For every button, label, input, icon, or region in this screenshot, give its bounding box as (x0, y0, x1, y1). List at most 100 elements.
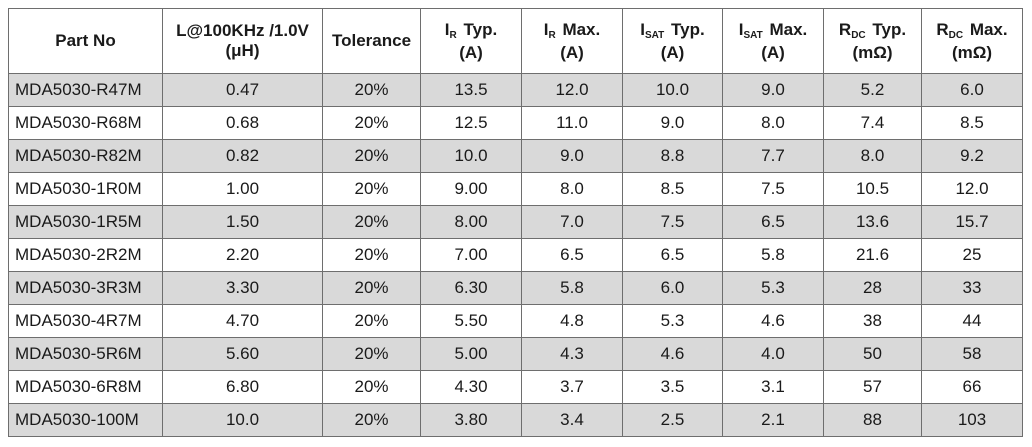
cell-inductance: 0.68 (162, 106, 323, 140)
cell-part-no: MDA5030-R68M (8, 106, 163, 140)
table-row: MDA5030-4R7M 4.70 20% 5.50 4.8 5.3 4.6 3… (8, 304, 1023, 338)
header-tolerance: Tolerance (322, 8, 421, 74)
cell-ir-max: 12.0 (521, 73, 623, 107)
cell-ir-max: 3.4 (521, 403, 623, 437)
cell-isat-max: 3.1 (722, 370, 824, 404)
table-row: MDA5030-R47M 0.47 20% 13.5 12.0 10.0 9.0… (8, 73, 1023, 107)
cell-rdc-max: 66 (921, 370, 1023, 404)
table-row: MDA5030-1R5M 1.50 20% 8.00 7.0 7.5 6.5 1… (8, 205, 1023, 239)
cell-ir-typ: 9.00 (420, 172, 522, 206)
header-row: Part No L@100KHz /1.0V (μH) Tolerance IR… (8, 8, 1023, 74)
header-ir-typ: IR Typ. (A) (420, 8, 522, 74)
cell-isat-typ: 4.6 (622, 337, 723, 371)
cell-ir-typ: 13.5 (420, 73, 522, 107)
cell-rdc-max: 44 (921, 304, 1023, 338)
cell-isat-typ: 8.5 (622, 172, 723, 206)
cell-rdc-typ: 88 (823, 403, 922, 437)
cell-ir-typ: 10.0 (420, 139, 522, 173)
cell-rdc-typ: 10.5 (823, 172, 922, 206)
cell-inductance: 2.20 (162, 238, 323, 272)
cell-inductance: 10.0 (162, 403, 323, 437)
cell-tolerance: 20% (322, 403, 421, 437)
cell-rdc-max: 103 (921, 403, 1023, 437)
cell-isat-typ: 8.8 (622, 139, 723, 173)
cell-ir-typ: 4.30 (420, 370, 522, 404)
cell-isat-max: 2.1 (722, 403, 824, 437)
cell-ir-typ: 5.50 (420, 304, 522, 338)
cell-rdc-max: 58 (921, 337, 1023, 371)
cell-isat-max: 4.0 (722, 337, 824, 371)
cell-isat-max: 9.0 (722, 73, 824, 107)
table-row: MDA5030-6R8M 6.80 20% 4.30 3.7 3.5 3.1 5… (8, 370, 1023, 404)
cell-ir-typ: 8.00 (420, 205, 522, 239)
cell-isat-max: 5.8 (722, 238, 824, 272)
cell-part-no: MDA5030-3R3M (8, 271, 163, 305)
cell-isat-typ: 10.0 (622, 73, 723, 107)
cell-ir-max: 9.0 (521, 139, 623, 173)
cell-isat-max: 8.0 (722, 106, 824, 140)
cell-ir-max: 7.0 (521, 205, 623, 239)
cell-tolerance: 20% (322, 337, 421, 371)
table-row: MDA5030-3R3M 3.30 20% 6.30 5.8 6.0 5.3 2… (8, 271, 1023, 305)
cell-tolerance: 20% (322, 172, 421, 206)
cell-ir-typ: 5.00 (420, 337, 522, 371)
cell-ir-max: 4.3 (521, 337, 623, 371)
cell-tolerance: 20% (322, 139, 421, 173)
cell-tolerance: 20% (322, 205, 421, 239)
cell-inductance: 4.70 (162, 304, 323, 338)
cell-rdc-typ: 57 (823, 370, 922, 404)
cell-part-no: MDA5030-5R6M (8, 337, 163, 371)
cell-ir-max: 3.7 (521, 370, 623, 404)
cell-tolerance: 20% (322, 304, 421, 338)
header-inductance: L@100KHz /1.0V (μH) (162, 8, 323, 74)
header-part-no: Part No (8, 8, 163, 74)
cell-rdc-typ: 8.0 (823, 139, 922, 173)
cell-inductance: 0.82 (162, 139, 323, 173)
cell-isat-max: 5.3 (722, 271, 824, 305)
cell-isat-typ: 5.3 (622, 304, 723, 338)
cell-isat-typ: 6.5 (622, 238, 723, 272)
cell-isat-max: 7.5 (722, 172, 824, 206)
cell-ir-typ: 12.5 (420, 106, 522, 140)
cell-part-no: MDA5030-1R5M (8, 205, 163, 239)
cell-isat-typ: 7.5 (622, 205, 723, 239)
cell-ir-typ: 3.80 (420, 403, 522, 437)
cell-tolerance: 20% (322, 73, 421, 107)
cell-rdc-max: 6.0 (921, 73, 1023, 107)
cell-isat-max: 6.5 (722, 205, 824, 239)
cell-tolerance: 20% (322, 106, 421, 140)
cell-rdc-typ: 13.6 (823, 205, 922, 239)
cell-part-no: MDA5030-2R2M (8, 238, 163, 272)
cell-part-no: MDA5030-R82M (8, 139, 163, 173)
cell-tolerance: 20% (322, 238, 421, 272)
cell-rdc-typ: 7.4 (823, 106, 922, 140)
cell-inductance: 0.47 (162, 73, 323, 107)
cell-part-no: MDA5030-6R8M (8, 370, 163, 404)
table-row: MDA5030-2R2M 2.20 20% 7.00 6.5 6.5 5.8 2… (8, 238, 1023, 272)
header-ir-max: IR Max. (A) (521, 8, 623, 74)
cell-inductance: 1.00 (162, 172, 323, 206)
cell-rdc-typ: 21.6 (823, 238, 922, 272)
header-isat-max: ISAT Max. (A) (722, 8, 824, 74)
cell-ir-max: 4.8 (521, 304, 623, 338)
cell-isat-typ: 2.5 (622, 403, 723, 437)
cell-inductance: 1.50 (162, 205, 323, 239)
inductor-spec-table: Part No L@100KHz /1.0V (μH) Tolerance IR… (8, 8, 1023, 437)
cell-ir-max: 8.0 (521, 172, 623, 206)
header-rdc-typ: RDC Typ. (mΩ) (823, 8, 922, 74)
cell-rdc-max: 12.0 (921, 172, 1023, 206)
cell-part-no: MDA5030-100M (8, 403, 163, 437)
cell-inductance: 3.30 (162, 271, 323, 305)
table-row: MDA5030-R68M 0.68 20% 12.5 11.0 9.0 8.0 … (8, 106, 1023, 140)
table-row: MDA5030-5R6M 5.60 20% 5.00 4.3 4.6 4.0 5… (8, 337, 1023, 371)
cell-part-no: MDA5030-4R7M (8, 304, 163, 338)
table-row: MDA5030-100M 10.0 20% 3.80 3.4 2.5 2.1 8… (8, 403, 1023, 437)
cell-isat-typ: 6.0 (622, 271, 723, 305)
cell-rdc-max: 33 (921, 271, 1023, 305)
cell-part-no: MDA5030-1R0M (8, 172, 163, 206)
table-row: MDA5030-R82M 0.82 20% 10.0 9.0 8.8 7.7 8… (8, 139, 1023, 173)
cell-rdc-typ: 38 (823, 304, 922, 338)
cell-ir-max: 11.0 (521, 106, 623, 140)
cell-rdc-typ: 50 (823, 337, 922, 371)
cell-isat-typ: 3.5 (622, 370, 723, 404)
